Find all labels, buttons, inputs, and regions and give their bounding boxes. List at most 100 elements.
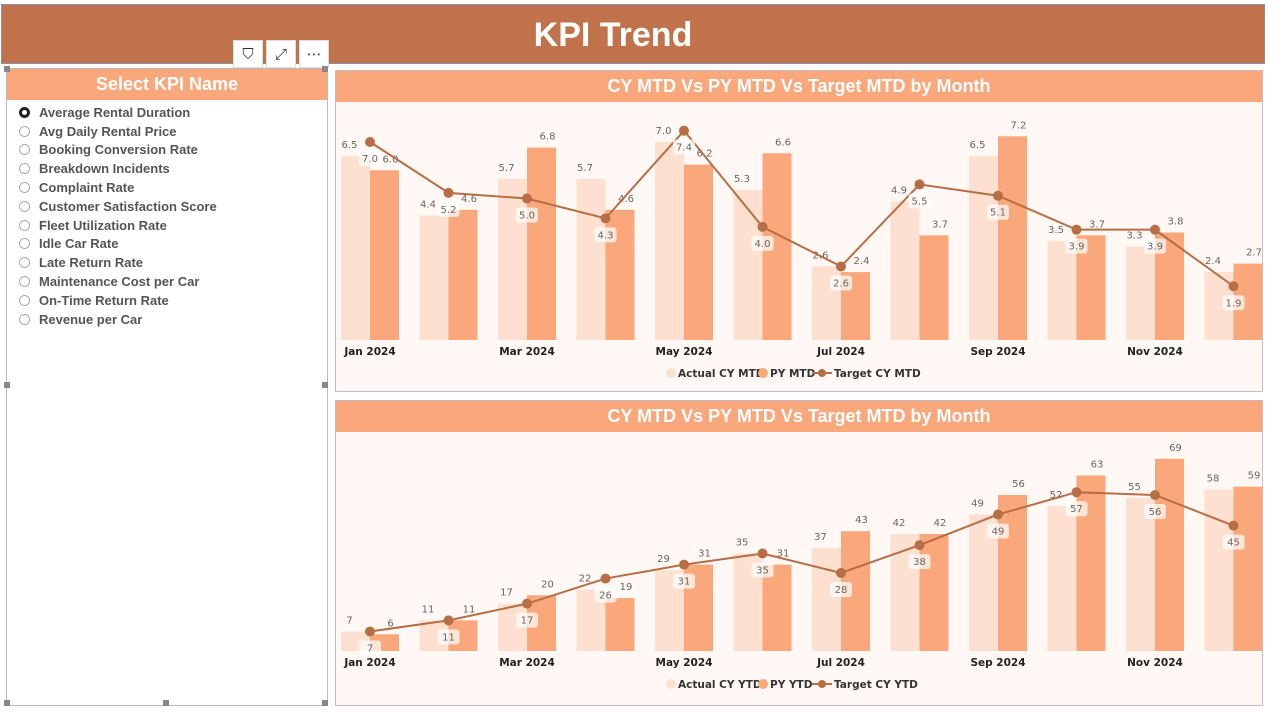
slicer-item[interactable]: Customer Satisfaction Score: [7, 197, 327, 216]
data-label-actual: 4.9: [891, 185, 907, 196]
data-label-target: 17: [521, 616, 534, 627]
data-label-py: 69: [1169, 443, 1182, 454]
radio-button[interactable]: [19, 163, 30, 175]
slicer-item[interactable]: Average Rental Duration: [7, 103, 327, 122]
slicer-item[interactable]: Breakdown Incidents: [7, 159, 327, 178]
slicer-item[interactable]: Complaint Rate: [7, 178, 327, 197]
data-label-target: 11: [442, 632, 455, 643]
data-label-bg: [516, 612, 538, 628]
radio-button[interactable]: [19, 276, 30, 288]
radio-button[interactable]: [19, 219, 30, 231]
slicer-item-label: Revenue per Car: [39, 311, 143, 327]
data-label-target: 3.9: [1069, 242, 1085, 253]
target-point: [914, 540, 925, 551]
resize-handle[interactable]: [4, 66, 10, 72]
radio-button[interactable]: [19, 182, 30, 194]
data-label-py: 11: [463, 604, 476, 615]
slicer-item-label: On-Time Return Rate: [39, 292, 169, 308]
target-point: [836, 568, 846, 578]
page-title: KPI Trend: [533, 16, 693, 54]
data-label-target: 5.1: [990, 208, 1006, 219]
data-label-py: 6.0: [383, 154, 399, 165]
radio-button[interactable]: [19, 125, 30, 137]
bar-actual: [498, 178, 527, 340]
data-label-bg: [751, 562, 774, 578]
bar-py: [684, 164, 713, 340]
radio-button[interactable]: [19, 257, 30, 269]
data-label-py: 56: [1012, 479, 1025, 490]
slicer-item-label: Breakdown Incidents: [39, 161, 170, 177]
slicer-item[interactable]: On-Time Return Rate: [7, 291, 327, 310]
data-label-py: 7.2: [1011, 120, 1027, 131]
x-tick-label: May 2024: [656, 346, 713, 358]
x-tick-label: Jan 2024: [343, 657, 395, 669]
x-tick-label: Sep 2024: [970, 346, 1025, 358]
data-label-actual: 7: [346, 616, 352, 627]
data-label-py: 4.6: [461, 194, 477, 205]
legend-label: Actual CY MTD: [678, 368, 765, 380]
bar-py: [919, 534, 949, 651]
target-point: [836, 261, 846, 272]
bar-actual: [655, 141, 684, 340]
radio-button[interactable]: [19, 106, 30, 118]
data-label-py: 63: [1091, 460, 1104, 471]
data-label-actual: 22: [579, 574, 592, 585]
data-label-py: 20: [541, 579, 554, 590]
data-label-actual: 55: [1128, 482, 1141, 493]
target-point: [993, 509, 1003, 520]
radio-button[interactable]: [19, 238, 30, 250]
resize-handle[interactable]: [163, 700, 169, 706]
data-label-bg: [908, 554, 931, 570]
slicer-item[interactable]: Idle Car Rate: [7, 235, 327, 254]
x-tick-label: Jan 2024: [343, 346, 395, 358]
filter-icon[interactable]: ⛉: [233, 40, 263, 68]
data-label-py: 42: [934, 518, 947, 529]
radio-button[interactable]: [19, 294, 30, 306]
ytd-chart-panel: CY MTD Vs PY MTD Vs Target MTD by Month …: [335, 400, 1263, 706]
target-point: [1228, 281, 1239, 292]
data-label-actual: 29: [657, 554, 670, 565]
data-label-py: 3.8: [1168, 217, 1184, 228]
more-options-icon[interactable]: ⋯: [299, 40, 329, 68]
slicer-item-label: Complaint Rate: [39, 180, 135, 196]
data-label-py: 3.7: [1089, 219, 1105, 230]
x-tick-label: Jul 2024: [816, 657, 865, 669]
data-label-target: 31: [678, 577, 691, 588]
legend-marker-py: [758, 679, 768, 689]
slicer-item[interactable]: Fleet Utilization Rate: [7, 216, 327, 235]
data-label-target: 35: [756, 566, 769, 577]
radio-button[interactable]: [19, 144, 30, 156]
bar-actual: [733, 190, 763, 340]
data-label-target: 3.9: [1147, 242, 1163, 253]
slicer-title: Select KPI Name: [7, 69, 327, 100]
resize-handle[interactable]: [322, 700, 328, 706]
radio-button[interactable]: [19, 200, 30, 212]
slicer-item[interactable]: Booking Conversion Rate: [7, 141, 327, 160]
focus-mode-icon[interactable]: ⤢: [266, 40, 296, 68]
resize-handle[interactable]: [4, 700, 10, 706]
slicer-item[interactable]: Avg Daily Rental Price: [7, 122, 327, 141]
bar-actual: [576, 178, 606, 340]
bar-actual: [812, 547, 841, 651]
data-label-py: 31: [777, 549, 790, 560]
target-point: [757, 548, 768, 559]
resize-handle[interactable]: [4, 382, 10, 388]
data-label-bg: [437, 201, 460, 217]
data-label-actual: 5.7: [499, 163, 515, 174]
bar-py: [1233, 486, 1262, 651]
data-label-py: 6.2: [697, 149, 713, 160]
slicer-item[interactable]: Late Return Rate: [7, 253, 327, 272]
resize-handle[interactable]: [322, 66, 328, 72]
legend-label: Target CY YTD: [834, 679, 918, 691]
data-label-actual: 7.0: [656, 126, 672, 137]
data-label-target: 7: [367, 644, 373, 655]
visual-toolbar: ⛉ ⤢ ⋯: [233, 40, 329, 68]
slicer-item[interactable]: Revenue per Car: [7, 310, 327, 329]
slicer-item[interactable]: Maintenance Cost per Car: [7, 272, 327, 291]
data-label-actual: 5.7: [577, 163, 593, 174]
radio-button[interactable]: [19, 313, 30, 325]
target-point: [522, 193, 532, 204]
bar-actual: [419, 215, 449, 340]
data-label-target: 26: [599, 591, 612, 602]
resize-handle[interactable]: [322, 382, 328, 388]
